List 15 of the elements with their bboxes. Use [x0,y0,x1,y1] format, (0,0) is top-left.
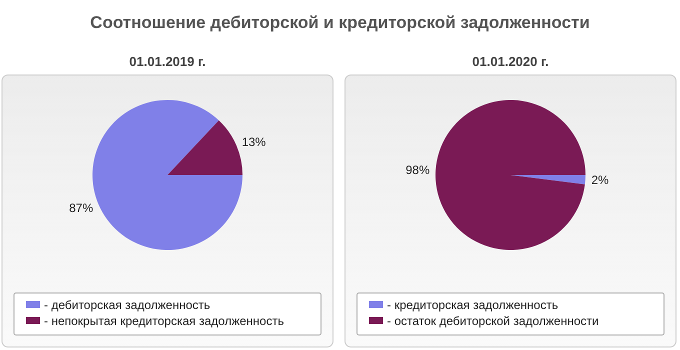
legend-label: - остаток дебиторской задолженности [387,314,599,328]
pie-slice [168,120,242,175]
data-label: 13% [242,135,266,150]
chart-subtitle: 01.01.2020 г. [472,54,549,69]
data-label: 98% [406,162,430,177]
legend-label: - непокрытая кредиторская задолженность [44,314,284,328]
legend-label: - дебиторская задолженность [44,298,210,312]
pie-slice [436,100,586,250]
chart-subtitle: 01.01.2019 г. [129,54,206,69]
pie-slice [510,175,586,184]
pie-slice [92,100,242,250]
data-label: 2% [591,173,610,188]
data-label: 87% [69,200,94,215]
legend-label: - кредиторская задолженность [387,298,558,312]
chart-title: Соотношение дебиторской и кредиторской задолженности [90,13,590,32]
